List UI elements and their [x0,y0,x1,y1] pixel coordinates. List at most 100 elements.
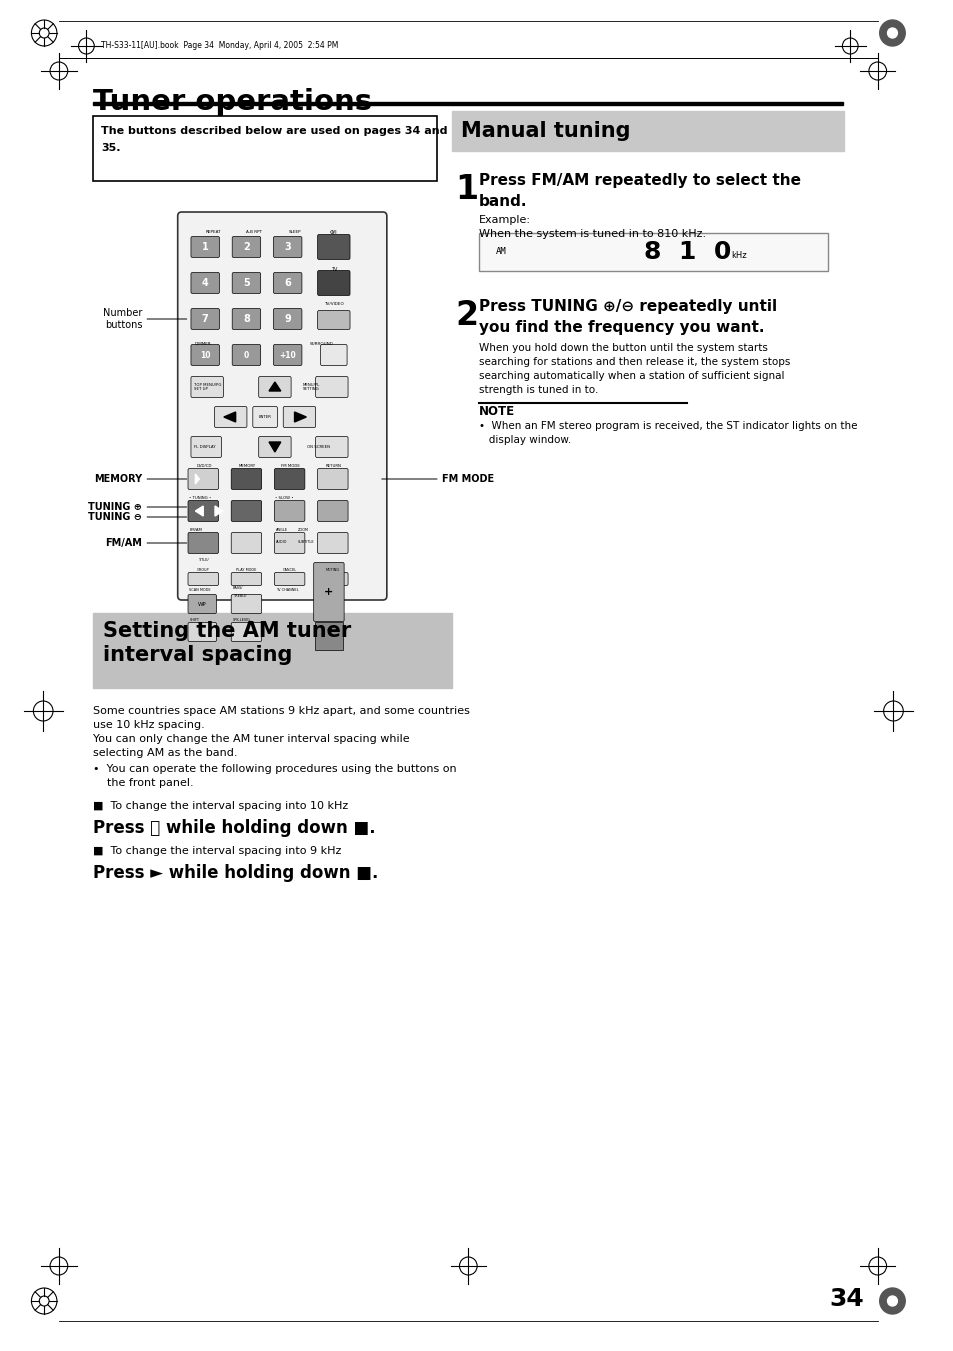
FancyBboxPatch shape [274,532,305,554]
Text: TV CHANNEL: TV CHANNEL [275,588,298,592]
Text: 3: 3 [284,242,291,253]
FancyBboxPatch shape [191,345,219,366]
Text: MEMORY: MEMORY [94,474,142,484]
Text: FM MODE: FM MODE [441,474,494,484]
Text: Press ⏸ while holding down ■.: Press ⏸ while holding down ■. [93,819,375,838]
Text: WP: WP [197,601,207,607]
Text: searching for stations and then release it, the system stops: searching for stations and then release … [478,357,790,367]
FancyBboxPatch shape [231,594,261,613]
FancyBboxPatch shape [232,273,260,293]
Text: Some countries space AM stations 9 kHz apart, and some countries: Some countries space AM stations 9 kHz a… [93,707,470,716]
Text: 2: 2 [243,242,250,253]
FancyBboxPatch shape [274,308,301,330]
Text: MEMORY: MEMORY [238,463,255,467]
FancyBboxPatch shape [191,236,219,258]
FancyBboxPatch shape [188,594,216,613]
FancyBboxPatch shape [274,573,305,585]
Text: •  You can operate the following procedures using the buttons on: • You can operate the following procedur… [93,765,456,774]
FancyBboxPatch shape [317,500,348,521]
Polygon shape [294,412,306,422]
Text: TITLE/: TITLE/ [197,558,209,562]
Text: FL DISPLAY: FL DISPLAY [194,444,215,449]
Bar [93,613,451,688]
FancyBboxPatch shape [274,273,301,293]
Text: SURROUND: SURROUND [309,342,333,346]
Text: buttons: buttons [105,320,142,330]
Text: AM: AM [496,247,506,257]
FancyBboxPatch shape [231,469,261,489]
FancyBboxPatch shape [274,469,305,489]
FancyBboxPatch shape [188,500,218,521]
Text: +: + [324,586,334,597]
Text: MUTING: MUTING [326,567,339,571]
Text: 6: 6 [284,278,291,288]
Text: 34: 34 [829,1288,863,1310]
FancyBboxPatch shape [231,623,261,642]
FancyBboxPatch shape [274,500,305,521]
Text: REPEAT: REPEAT [205,230,221,234]
Text: ■  To change the interval spacing into 9 kHz: ■ To change the interval spacing into 9 … [93,846,341,857]
Text: the front panel.: the front panel. [93,778,193,788]
Polygon shape [195,474,199,484]
Text: SHIFT: SHIFT [190,617,199,621]
Text: SLEEP: SLEEP [289,230,301,234]
Text: TUNING ⊕: TUNING ⊕ [89,503,142,512]
Text: Example:: Example: [478,215,531,226]
Text: NOTE: NOTE [478,405,515,417]
Bar [93,101,842,105]
Text: ENTER: ENTER [258,415,272,419]
Text: DVD/CD: DVD/CD [196,463,212,467]
Circle shape [886,1296,897,1306]
Text: AUDIO: AUDIO [275,540,287,544]
Text: 35.: 35. [101,143,120,153]
FancyBboxPatch shape [188,623,216,642]
FancyBboxPatch shape [191,436,221,458]
Text: 8  1  0: 8 1 0 [643,240,730,263]
Text: FM/AM: FM/AM [190,528,202,532]
Text: 7: 7 [202,313,209,324]
Text: 1: 1 [202,242,209,253]
Text: –: – [326,626,332,635]
Bar [451,111,843,151]
Polygon shape [214,507,223,516]
Text: Press FM/AM repeatedly to select the
band.: Press FM/AM repeatedly to select the ban… [478,173,801,209]
Text: SCAN MODE: SCAN MODE [190,588,211,592]
Text: interval spacing: interval spacing [103,644,293,665]
Text: +10: +10 [279,350,295,359]
Polygon shape [224,412,235,422]
FancyBboxPatch shape [315,377,348,397]
Text: TH-S33-11[AU].book  Page 34  Monday, April 4, 2005  2:54 PM: TH-S33-11[AU].book Page 34 Monday, April… [101,42,338,50]
Text: BASS/: BASS/ [233,586,243,590]
Text: GROUP: GROUP [196,567,210,571]
FancyBboxPatch shape [258,436,291,458]
Text: MENU/PL
SETTING: MENU/PL SETTING [302,382,319,392]
Text: TREBLE: TREBLE [233,594,246,598]
Text: ANGLE: ANGLE [275,528,288,532]
Text: ZOOM: ZOOM [297,528,308,532]
FancyBboxPatch shape [232,236,260,258]
FancyBboxPatch shape [274,345,301,366]
FancyBboxPatch shape [253,407,277,427]
Text: •  When an FM stereo program is received, the ST indicator lights on the: • When an FM stereo program is received,… [478,422,857,431]
Circle shape [886,28,897,38]
Circle shape [879,20,904,46]
Text: ON SCREEN: ON SCREEN [307,444,330,449]
Text: 0: 0 [244,350,249,359]
Polygon shape [269,382,280,390]
FancyBboxPatch shape [274,236,301,258]
Text: • SLOW •: • SLOW • [274,496,294,500]
Text: 9: 9 [284,313,291,324]
FancyBboxPatch shape [191,308,219,330]
Text: 4: 4 [202,278,209,288]
FancyBboxPatch shape [232,308,260,330]
Text: You can only change the AM tuner interval spacing while: You can only change the AM tuner interva… [93,734,410,744]
FancyBboxPatch shape [283,407,315,427]
Text: 1: 1 [456,173,478,205]
Text: TOP MENU/PG
SET UP: TOP MENU/PG SET UP [194,382,222,392]
Text: • TUNING •: • TUNING • [190,496,212,500]
Text: RETURN: RETURN [326,463,341,467]
FancyBboxPatch shape [317,270,350,296]
Text: DIMMER: DIMMER [194,342,211,346]
Text: A-B RPT: A-B RPT [246,230,262,234]
FancyBboxPatch shape [317,311,350,330]
